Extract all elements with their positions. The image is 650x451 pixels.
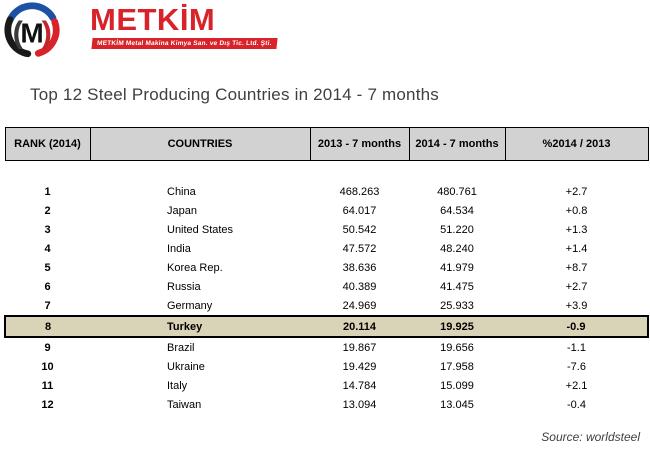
brand-name: METKİM (90, 2, 216, 37)
value-2013-cell: 47.572 (342, 242, 377, 255)
rank-cell: 3 (44, 223, 51, 236)
header-2014: 2014 - 7 months (408, 127, 506, 161)
svg-text:(: ( (13, 15, 24, 50)
country-cell: Taiwan (167, 398, 202, 411)
value-2014-cell: 41.475 (440, 280, 474, 293)
pct-change-cell: -0.9 (505, 315, 649, 338)
table-row: 5 Korea Rep. 38.636 41.979 +8.7 (5, 258, 648, 277)
value-2013-cell: 50.542 (342, 223, 377, 236)
rank-cell: 7 (44, 299, 51, 312)
value-2014-cell: 19.925 (409, 315, 505, 338)
table-row: 9 Brazil 19.867 19.656 -1.1 (5, 337, 648, 357)
table-spacer-row (5, 161, 648, 183)
country-cell: India (167, 242, 191, 255)
value-2013-cell: 14.784 (342, 379, 377, 392)
country-cell: Turkey (90, 315, 310, 338)
svg-text:M: M (20, 18, 43, 49)
header-countries: COUNTRIES (89, 127, 311, 161)
table-header-row: RANK (2014) COUNTRIES 2013 - 7 months 20… (4, 127, 649, 161)
value-2014-cell: 48.240 (440, 242, 474, 255)
rank-cell: 6 (44, 280, 51, 293)
rank-cell: 10 (41, 360, 54, 373)
country-cell: Brazil (167, 341, 195, 354)
table-row: 3 United States 50.542 51.220 +1.3 (5, 220, 648, 239)
country-cell: Italy (167, 379, 188, 392)
pct-change-cell: +2.7 (565, 185, 588, 198)
value-2014-cell: 64.534 (440, 204, 474, 217)
value-2013-cell: 468.263 (339, 185, 380, 198)
pct-change-cell: +0.8 (565, 204, 588, 217)
pct-change-cell: +1.3 (565, 223, 588, 236)
pct-change-cell: -0.4 (567, 398, 586, 411)
value-2013-cell: 19.867 (342, 341, 377, 354)
country-cell: Russia (167, 280, 201, 293)
value-2013-cell: 38.636 (342, 261, 377, 274)
logo-mark-icon: ( M ) (4, 2, 60, 58)
value-2013-cell: 20.114 (310, 315, 409, 338)
country-cell: Korea Rep. (167, 261, 223, 274)
header-pct: %2014 / 2013 (504, 127, 649, 161)
brand-tagline: METKİM Metal Makina Kimya San. ve Dış Ti… (91, 38, 278, 49)
value-2014-cell: 13.045 (440, 398, 474, 411)
pct-change-cell: -1.1 (567, 341, 586, 354)
rank-cell: 1 (44, 185, 51, 198)
rank-cell: 5 (44, 261, 51, 274)
value-2014-cell: 19.656 (440, 341, 474, 354)
pct-change-cell: -7.6 (567, 360, 586, 373)
table-row: 7 Germany 24.969 25.933 +3.9 (5, 296, 648, 316)
table-row: 2 Japan 64.017 64.534 +0.8 (5, 201, 648, 220)
table-row: 4 India 47.572 48.240 +1.4 (5, 239, 648, 258)
rank-cell: 9 (44, 341, 51, 354)
metkim-logo: ( M ) METKİM METKİM Metal Makina Kimya S… (0, 0, 278, 62)
table-row: 1 China 468.263 480.761 +2.7 (5, 182, 648, 201)
value-2013-cell: 24.969 (342, 299, 377, 312)
value-2014-cell: 17.958 (440, 360, 474, 373)
rank-cell: 2 (44, 204, 51, 217)
header-rank: RANK (2014) (4, 127, 91, 161)
page-title: Top 12 Steel Producing Countries in 2014… (30, 85, 439, 104)
value-2013-cell: 40.389 (342, 280, 377, 293)
header-2013: 2013 - 7 months (309, 127, 410, 161)
country-cell: United States (167, 223, 234, 236)
value-2014-cell: 25.933 (440, 299, 474, 312)
table-row-highlighted: 8 Turkey 20.114 19.925 -0.9 (4, 315, 649, 338)
value-2014-cell: 41.979 (440, 261, 474, 274)
svg-text:): ) (42, 15, 52, 50)
rank-cell: 11 (41, 379, 54, 392)
pct-change-cell: +1.4 (565, 242, 588, 255)
country-cell: Japan (167, 204, 197, 217)
value-2013-cell: 13.094 (342, 398, 377, 411)
rank-cell: 4 (44, 242, 51, 255)
value-2013-cell: 64.017 (342, 204, 377, 217)
country-cell: Germany (167, 299, 213, 312)
pct-change-cell: +8.7 (565, 261, 588, 274)
value-2014-cell: 51.220 (440, 223, 474, 236)
value-2014-cell: 15.099 (440, 379, 474, 392)
pct-change-cell: +3.9 (565, 299, 588, 312)
value-2013-cell: 19.429 (342, 360, 377, 373)
country-cell: Ukraine (167, 360, 205, 373)
country-cell: China (167, 185, 196, 198)
table-row: 12 Taiwan 13.094 13.045 -0.4 (5, 395, 648, 414)
pct-change-cell: +2.7 (565, 280, 588, 293)
rank-cell: 12 (41, 398, 54, 411)
pct-change-cell: +2.1 (565, 379, 588, 392)
steel-production-table: RANK (2014) COUNTRIES 2013 - 7 months 20… (4, 127, 649, 414)
table-row: 10 Ukraine 19.429 17.958 -7.6 (5, 357, 648, 376)
rank-cell: 8 (4, 315, 90, 338)
table-row: 6 Russia 40.389 41.475 +2.7 (5, 277, 648, 296)
value-2014-cell: 480.761 (437, 185, 477, 198)
table-row: 11 Italy 14.784 15.099 +2.1 (5, 376, 648, 395)
source-note: Source: worldsteel (541, 430, 640, 444)
